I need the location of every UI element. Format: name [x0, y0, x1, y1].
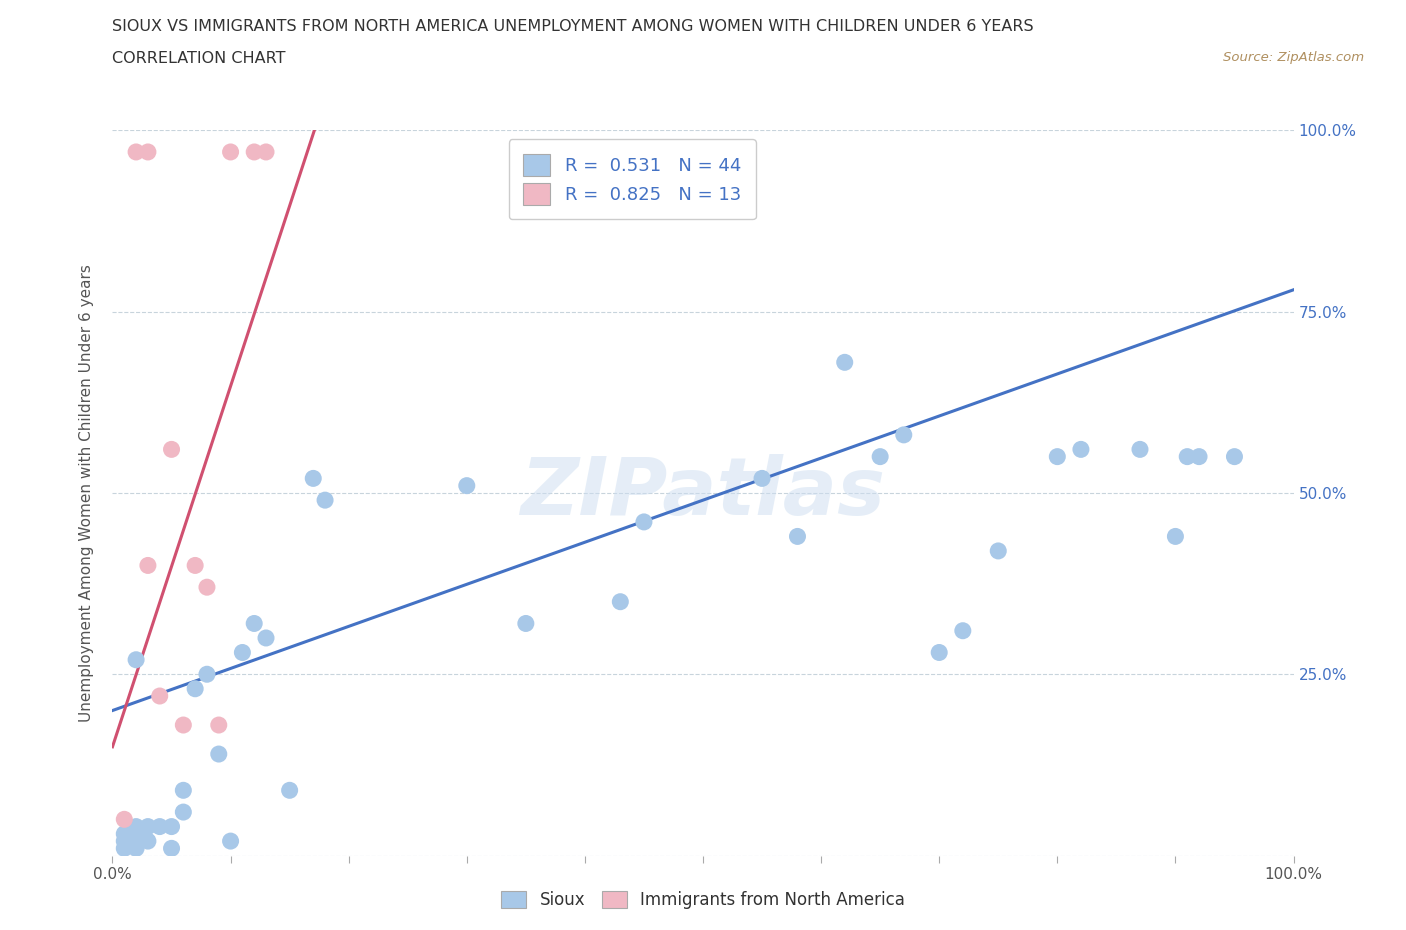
Y-axis label: Unemployment Among Women with Children Under 6 years: Unemployment Among Women with Children U…: [79, 264, 94, 722]
Point: [112, 841, 135, 856]
Point: [1129, 442, 1152, 457]
Point: [1070, 442, 1092, 457]
Point: [184, 682, 207, 697]
Text: CORRELATION CHART: CORRELATION CHART: [112, 51, 285, 66]
Point: [893, 428, 915, 443]
Point: [254, 631, 277, 645]
Point: [928, 645, 950, 660]
Legend: R =  0.531   N = 44, R =  0.825   N = 13: R = 0.531 N = 44, R = 0.825 N = 13: [509, 140, 755, 219]
Point: [195, 579, 218, 594]
Point: [208, 747, 231, 762]
Point: [302, 471, 325, 485]
Point: [112, 812, 135, 827]
Point: [456, 478, 478, 493]
Point: [1223, 449, 1246, 464]
Point: [633, 514, 655, 529]
Point: [834, 355, 856, 370]
Point: [160, 819, 183, 834]
Point: [125, 144, 148, 159]
Point: [219, 833, 242, 848]
Point: [952, 623, 974, 638]
Point: [136, 558, 159, 573]
Point: [160, 442, 183, 457]
Point: [869, 449, 891, 464]
Text: Source: ZipAtlas.com: Source: ZipAtlas.com: [1223, 51, 1364, 64]
Text: SIOUX VS IMMIGRANTS FROM NORTH AMERICA UNEMPLOYMENT AMONG WOMEN WITH CHILDREN UN: SIOUX VS IMMIGRANTS FROM NORTH AMERICA U…: [112, 19, 1033, 33]
Point: [149, 688, 172, 703]
Point: [231, 645, 253, 660]
Point: [112, 833, 135, 848]
Point: [184, 558, 207, 573]
Point: [125, 841, 148, 856]
Point: [1046, 449, 1069, 464]
Point: [786, 529, 808, 544]
Point: [172, 783, 194, 798]
Point: [243, 616, 266, 631]
Point: [125, 819, 148, 834]
Point: [125, 827, 148, 842]
Point: [515, 616, 537, 631]
Point: [160, 841, 183, 856]
Point: [278, 783, 301, 798]
Point: [172, 718, 194, 733]
Point: [112, 827, 135, 842]
Point: [136, 833, 159, 848]
Point: [149, 819, 172, 834]
Point: [125, 652, 148, 667]
Point: [136, 819, 159, 834]
Point: [172, 804, 194, 819]
Legend: Sioux, Immigrants from North America: Sioux, Immigrants from North America: [495, 884, 911, 916]
Point: [219, 144, 242, 159]
Point: [987, 543, 1010, 558]
Point: [1175, 449, 1198, 464]
Point: [125, 833, 148, 848]
Text: ZIPatlas: ZIPatlas: [520, 454, 886, 532]
Point: [208, 718, 231, 733]
Point: [1164, 529, 1187, 544]
Point: [136, 144, 159, 159]
Point: [314, 493, 336, 508]
Point: [751, 471, 773, 485]
Point: [254, 144, 277, 159]
Point: [243, 144, 266, 159]
Point: [1188, 449, 1211, 464]
Point: [195, 667, 218, 682]
Point: [609, 594, 631, 609]
